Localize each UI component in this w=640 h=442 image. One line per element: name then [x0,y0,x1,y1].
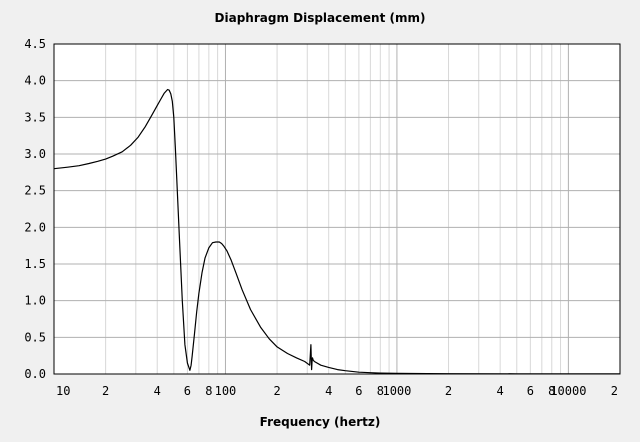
x-tick-label: 4 [154,384,161,398]
y-tick-label: 4.5 [24,37,46,51]
x-tick-label: 2 [445,384,452,398]
x-tick-label: 6 [355,384,362,398]
x-tick-label: 100 [215,384,237,398]
x-axis-label: Frequency (hertz) [260,415,381,429]
x-tick-label: 4 [497,384,504,398]
y-tick-label: 0.0 [24,367,46,381]
x-tick-label: 2 [611,384,618,398]
y-tick-label: 3.5 [24,110,46,124]
y-tick-labels: 0.0 0.5 1.0 1.5 2.0 2.5 3.0 3.5 4.0 4.5 [24,37,46,381]
x-tick-label: 8 [205,384,212,398]
y-tick-label: 4.0 [24,74,46,88]
y-tick-label: 1.0 [24,294,46,308]
chart-title: Diaphragm Displacement (mm) [215,11,426,25]
x-tick-label: 8 [548,384,555,398]
x-tick-label: 8 [377,384,384,398]
x-tick-label: 6 [527,384,534,398]
y-tick-label: 2.0 [24,220,46,234]
x-tick-label: 2 [102,384,109,398]
y-tick-label: 1.5 [24,257,46,271]
displacement-curve [53,88,620,375]
plot-area [54,44,620,374]
y-tick-label: 3.0 [24,147,46,161]
plot-border [53,43,621,375]
x-tick-label: 1000 [382,384,411,398]
x-tick-label: 10000 [550,384,586,398]
y-tick-label: 2.5 [24,184,46,198]
x-tick-label: 4 [325,384,332,398]
x-tick-label: 2 [273,384,280,398]
curve-layer [53,88,620,375]
grid-lines [54,44,620,374]
y-tick-label: 0.5 [24,330,46,344]
x-tick-label: 10 [56,384,70,398]
x-tick-label: 6 [184,384,191,398]
